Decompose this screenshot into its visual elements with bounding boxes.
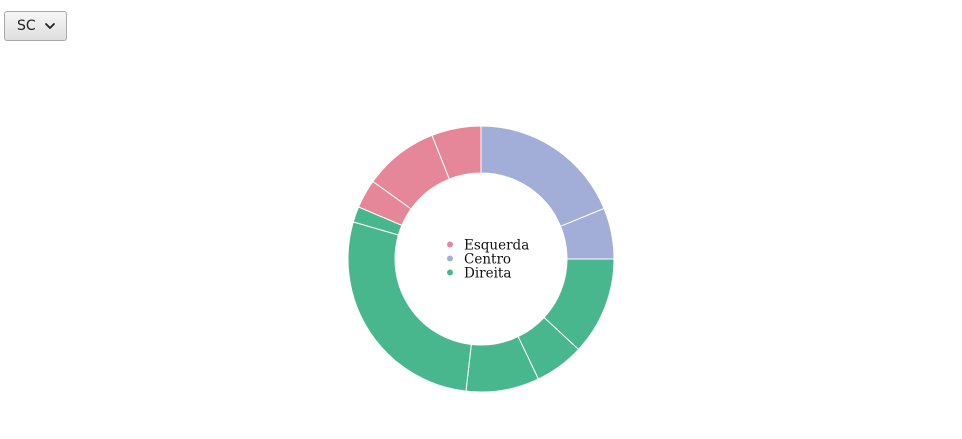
legend-label-esquerda: Esquerda (464, 238, 529, 254)
legend-swatch-centro (447, 255, 453, 262)
legend-swatch-direita (447, 269, 453, 276)
donut-slice-centro-0[interactable] (480, 125, 605, 227)
legend-swatch-esquerda (447, 241, 453, 248)
chevron-down-icon (44, 23, 55, 29)
donut-slices (347, 125, 615, 393)
state-select[interactable]: SC (4, 11, 67, 41)
legend-label-centro: Centro (464, 252, 511, 268)
legend-label-direita: Direita (464, 266, 511, 282)
state-select-value: SC (17, 18, 36, 34)
donut-slice-esquerda-9[interactable] (431, 125, 482, 180)
donut-slice-direita-5[interactable] (347, 221, 472, 392)
